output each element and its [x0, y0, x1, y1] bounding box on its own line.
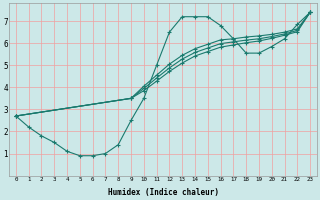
X-axis label: Humidex (Indice chaleur): Humidex (Indice chaleur) [108, 188, 219, 197]
